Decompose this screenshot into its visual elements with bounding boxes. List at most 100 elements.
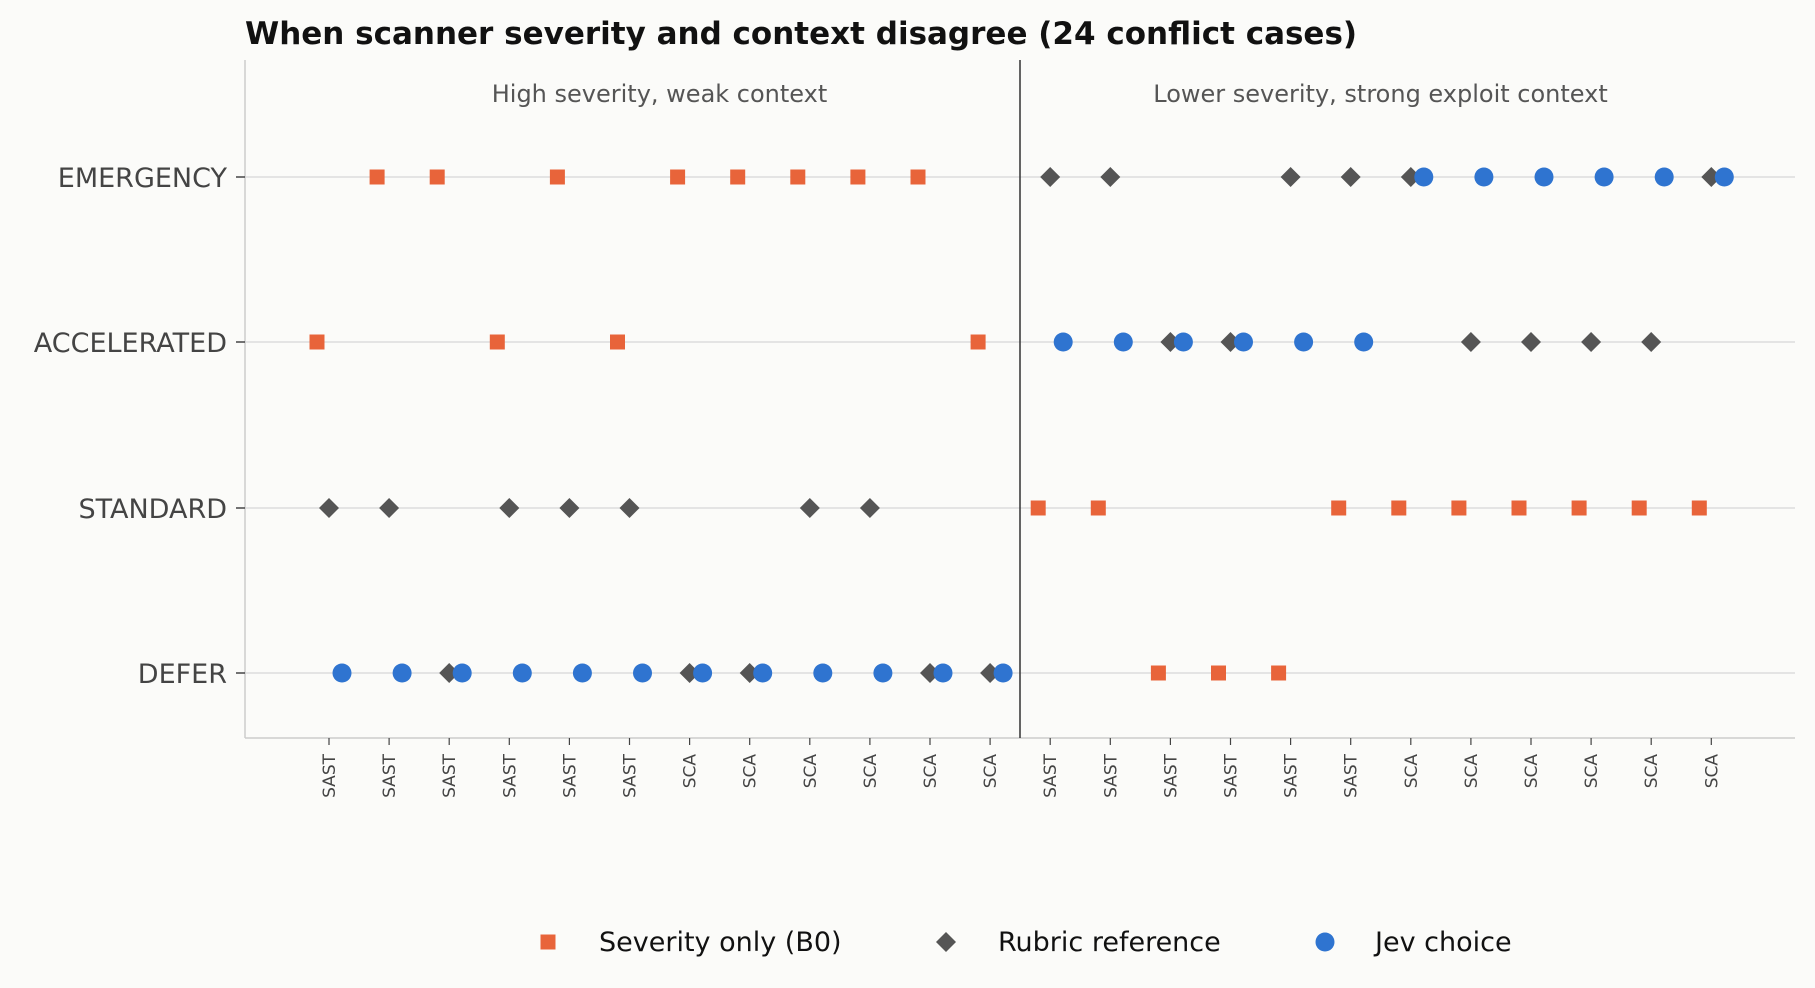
circle-point <box>1534 167 1554 187</box>
legend-circle-marker <box>1315 932 1335 952</box>
square-point <box>369 169 385 185</box>
square-point <box>1030 500 1046 516</box>
square-point <box>1571 500 1587 516</box>
legend-label: Rubric reference <box>998 927 1221 958</box>
circle-point <box>753 663 773 683</box>
x-tick-label: SAST <box>1342 753 1362 798</box>
x-tick-label: SAST <box>1222 753 1242 798</box>
x-tick-label: SCA <box>1702 754 1722 789</box>
circle-point <box>933 663 953 683</box>
circle-point <box>1714 167 1734 187</box>
x-tick-label: SAST <box>1161 753 1181 798</box>
y-tick-label: STANDARD <box>78 494 227 525</box>
x-tick-label: SAST <box>500 753 520 798</box>
square-point <box>730 169 746 185</box>
x-tick-label: SCA <box>801 754 821 789</box>
circle-point <box>1414 167 1434 187</box>
circle-point <box>512 663 532 683</box>
square-point <box>790 169 806 185</box>
x-axis-ticks: SAST SAST SAST SAST SAST SAST SCA SCA SCA SCA SCA S… <box>320 738 1722 798</box>
square-point <box>549 169 565 185</box>
axes <box>244 60 1795 739</box>
square-point <box>910 169 926 185</box>
x-tick-label: SCA <box>861 754 881 789</box>
circle-point <box>693 663 713 683</box>
square-point <box>670 169 686 185</box>
circle-point <box>1053 332 1073 352</box>
x-tick-label: SCA <box>1402 754 1422 789</box>
y-tick-label: DEFER <box>138 659 227 690</box>
square-point <box>1691 500 1707 516</box>
circle-point <box>332 663 352 683</box>
x-tick-label: SAST <box>621 753 641 798</box>
legend-label: Severity only (B0) <box>599 927 842 958</box>
circle-point <box>392 663 412 683</box>
square-point <box>1271 665 1287 681</box>
diamond-point <box>859 498 880 518</box>
square-point <box>1211 665 1226 681</box>
x-tick-label: SCA <box>1522 754 1542 789</box>
x-tick-label: SAST <box>440 753 460 798</box>
series-square <box>309 169 1707 681</box>
x-tick-label: SAST <box>1101 753 1121 798</box>
circle-point <box>572 663 592 683</box>
panel-label-left: High severity, weak context <box>492 80 828 108</box>
circle-point <box>1113 332 1133 352</box>
square-point <box>309 334 325 350</box>
x-tick-label: SCA <box>681 754 701 789</box>
diamond-point <box>1581 332 1602 352</box>
square-point <box>970 334 986 350</box>
square-point <box>1511 500 1527 516</box>
square-point <box>429 169 445 185</box>
circle-point <box>1654 167 1674 187</box>
legend: Severity only (B0) Rubric reference Jev ch… <box>540 927 1512 958</box>
x-tick-label: SCA <box>981 754 1001 789</box>
legend-item: Rubric reference <box>936 927 1221 958</box>
diamond-point <box>499 498 520 518</box>
circle-point <box>1294 332 1314 352</box>
square-point <box>1451 500 1467 516</box>
diamond-point <box>1100 167 1121 187</box>
square-point <box>850 169 866 185</box>
circle-point <box>452 663 472 683</box>
x-tick-label: SCA <box>1462 754 1482 789</box>
panel-label-right: Lower severity, strong exploit context <box>1153 80 1607 108</box>
square-point <box>610 334 625 350</box>
circle-point <box>1234 332 1253 352</box>
diamond-point <box>1641 332 1662 352</box>
circle-point <box>813 663 833 683</box>
square-point <box>1331 500 1347 516</box>
square-point <box>1150 665 1166 681</box>
x-tick-label: SCA <box>1642 754 1662 789</box>
circle-point <box>633 663 652 683</box>
square-point <box>489 334 505 350</box>
x-tick-label: SAST <box>1041 753 1061 798</box>
diamond-point <box>379 498 400 518</box>
legend-item: Severity only (B0) <box>540 927 842 958</box>
diamond-point <box>1340 167 1361 187</box>
circle-point <box>873 663 893 683</box>
circle-point <box>1594 167 1614 187</box>
x-tick-label: SAST <box>560 753 580 798</box>
legend-label: Jev choice <box>1373 927 1512 958</box>
x-tick-label: SCA <box>741 754 761 789</box>
chart-title: When scanner severity and context disagr… <box>245 16 1357 52</box>
diamond-point <box>1280 167 1301 187</box>
diamond-point <box>559 498 580 518</box>
x-tick-label: SAST <box>320 753 340 798</box>
legend-diamond-marker <box>936 932 956 952</box>
diamond-point <box>319 498 339 518</box>
series-circle <box>332 167 1734 683</box>
legend-square-marker <box>540 934 556 950</box>
circle-point <box>1173 332 1193 352</box>
y-tick-label: ACCELERATED <box>34 328 227 359</box>
x-tick-label: SCA <box>921 754 941 789</box>
square-point <box>1631 500 1647 516</box>
legend-item: Jev choice <box>1315 927 1512 958</box>
diamond-point <box>799 498 820 518</box>
diamond-point <box>619 498 640 518</box>
x-tick-label: SAST <box>380 753 400 798</box>
x-tick-label: SAST <box>1282 753 1302 798</box>
